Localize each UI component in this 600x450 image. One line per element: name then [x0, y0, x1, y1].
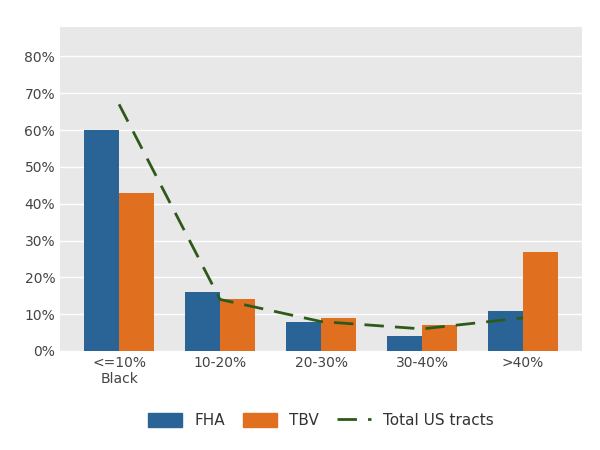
Bar — [185, 292, 220, 351]
Bar — [422, 325, 457, 351]
Bar — [119, 193, 154, 351]
Bar — [386, 336, 422, 351]
Bar — [286, 322, 321, 351]
Bar — [523, 252, 558, 351]
Legend: FHA, TBV, Total US tracts: FHA, TBV, Total US tracts — [142, 407, 500, 434]
Bar — [84, 130, 119, 351]
Bar — [321, 318, 356, 351]
Bar — [488, 310, 523, 351]
Bar — [220, 299, 256, 351]
